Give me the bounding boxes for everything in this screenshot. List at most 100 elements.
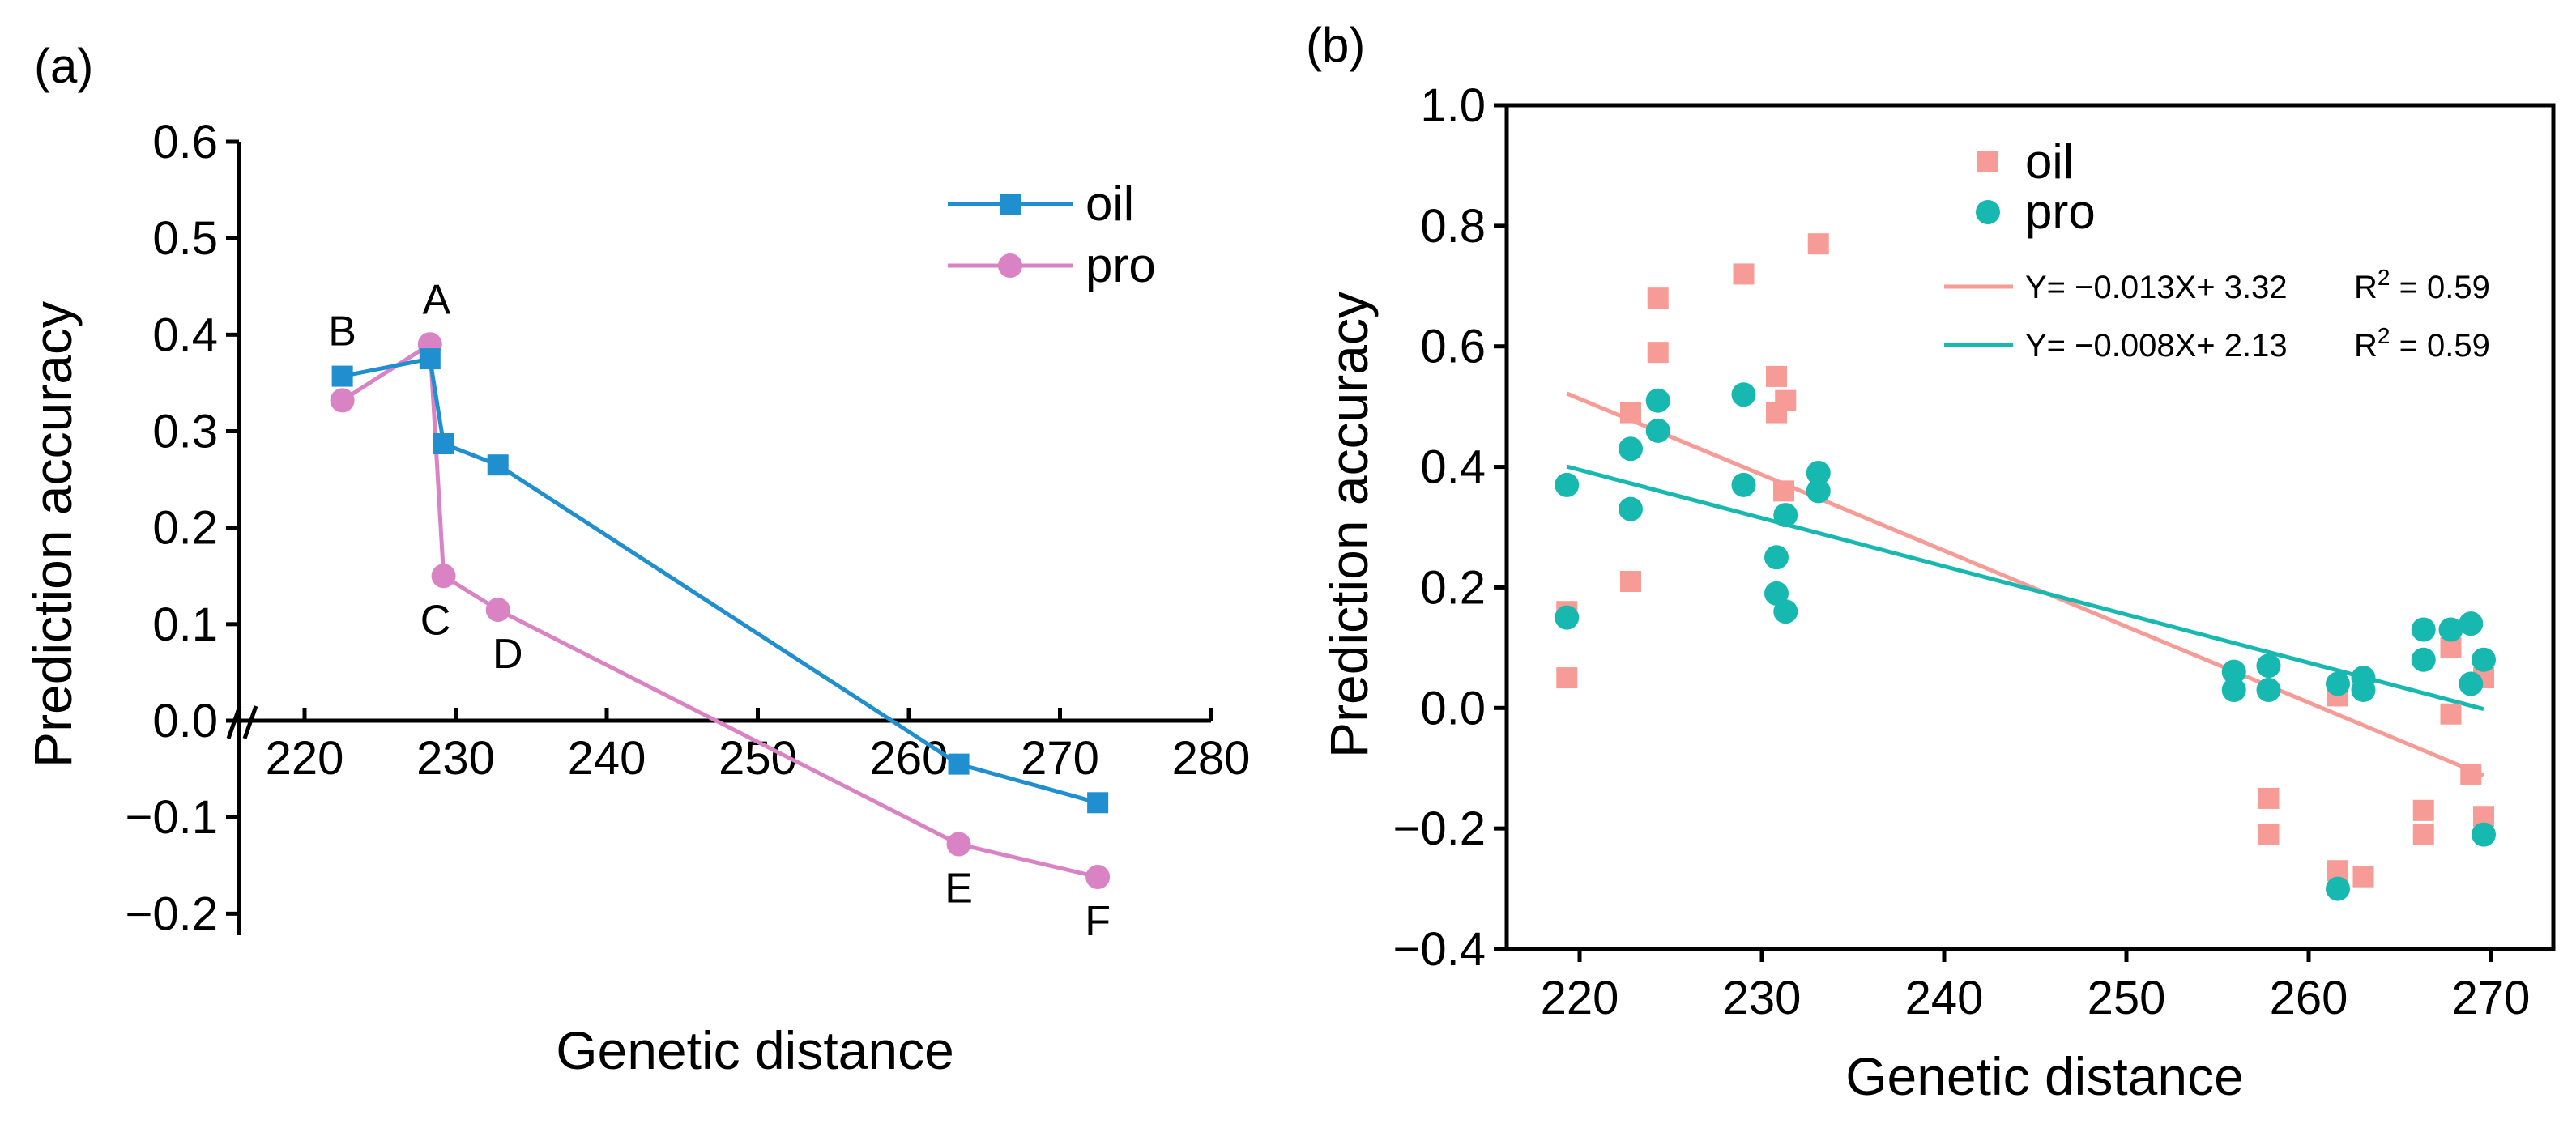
panel-b-point-oil bbox=[2352, 866, 2374, 888]
panel-a-y-tick-label: −0.2 bbox=[126, 888, 219, 940]
panel-a-x-axis-title: Genetic distance bbox=[556, 1020, 954, 1080]
panel-b-point-oil bbox=[1773, 480, 1794, 502]
panel-a-line-oil bbox=[342, 356, 1098, 805]
panel-b-y-tick-label: −0.4 bbox=[1393, 923, 1486, 976]
panel-a-x-tick-label: 280 bbox=[1172, 732, 1251, 785]
panel-a-y-tick-label: 0.1 bbox=[152, 598, 218, 651]
panel-b-fit-lines bbox=[1566, 391, 2484, 777]
panel-b-point-oil bbox=[1556, 667, 1578, 689]
panel-b-x-tick-label: 230 bbox=[1723, 972, 1802, 1024]
panel-b-markers bbox=[1555, 233, 2496, 901]
panel-b-legend-label-oil: oil bbox=[2025, 134, 2074, 189]
panel-a-point-label-D: D bbox=[493, 631, 523, 678]
panel-b-point-pro bbox=[2256, 677, 2281, 702]
panel-b-point-pro bbox=[2256, 653, 2281, 679]
panel-b-point-pro bbox=[1806, 461, 1831, 486]
panel-a-y-tick-label: 0.5 bbox=[152, 212, 218, 265]
panel-b-x-tick-label: 220 bbox=[1541, 972, 1619, 1024]
panel-a-marker-oil bbox=[948, 753, 970, 775]
panel-a-marker-pro bbox=[330, 388, 355, 413]
panel-b-point-oil bbox=[1620, 570, 1641, 592]
panel-a-x-tick-label: 270 bbox=[1021, 732, 1099, 785]
panel-a-point-label-B: B bbox=[328, 309, 356, 355]
panel-b-point-pro bbox=[2472, 647, 2496, 672]
panel-b-point-oil bbox=[1807, 233, 1829, 255]
panel-b-point-oil bbox=[2258, 787, 2280, 809]
panel-b-chart: (b) Prediction accuracy Genetic distance… bbox=[1306, 18, 2556, 1106]
panel-a-y-axis-title: Prediction accuracy bbox=[23, 301, 83, 768]
panel-b-x-axis-title: Genetic distance bbox=[1845, 1046, 2244, 1106]
panel-b-point-pro bbox=[2459, 671, 2484, 696]
panel-b-point-pro bbox=[1764, 545, 1789, 570]
panel-b-x-tick-label: 260 bbox=[2270, 972, 2348, 1024]
panel-b-point-pro bbox=[1806, 479, 1831, 504]
panel-b-y-tick-label: −0.2 bbox=[1393, 802, 1486, 855]
panel-b-point-pro bbox=[2438, 617, 2463, 642]
panel-b-legend-marker-oil bbox=[1977, 151, 1998, 172]
panel-b-legend-label-pro: pro bbox=[2025, 185, 2096, 239]
panel-b-legend-marker-pro bbox=[1976, 200, 2000, 224]
panel-b-legend-equation-pro: Y= −0.008X+ 2.13 bbox=[2025, 328, 2288, 364]
panel-b-point-pro bbox=[1645, 388, 1670, 413]
panel-a-point-label-F: F bbox=[1085, 898, 1111, 945]
panel-b-point-oil bbox=[1733, 263, 1755, 285]
panel-b-point-pro bbox=[2221, 677, 2246, 702]
panel-b-point-oil bbox=[1775, 389, 1797, 411]
panel-a-point-label-C: C bbox=[420, 597, 451, 644]
panel-b-point-pro bbox=[1555, 605, 1580, 630]
panel-b-point-oil bbox=[2412, 824, 2434, 845]
panel-a-point-label-E: E bbox=[945, 866, 973, 913]
panel-b-fit-line-pro bbox=[1566, 464, 2484, 712]
panel-a-chart: (a) Prediction accuracy Genetic distance… bbox=[23, 39, 1250, 1080]
panel-b-point-pro bbox=[1619, 496, 1643, 521]
panel-b-point-pro bbox=[2326, 876, 2350, 901]
panel-b-y-tick-label: 0.0 bbox=[1420, 682, 1486, 734]
panel-a-x-tick-label: 230 bbox=[416, 732, 495, 785]
panel-b-point-pro bbox=[2351, 677, 2376, 702]
panel-b-point-pro bbox=[1619, 436, 1643, 462]
panel-b-x-tick-label: 240 bbox=[1905, 972, 1984, 1024]
panel-a-y-tick-label: 0.3 bbox=[152, 406, 218, 458]
panel-b-point-oil bbox=[2258, 824, 2280, 845]
panel-b-legend-equation-oil: Y= −0.013X+ 3.32 bbox=[2025, 270, 2288, 305]
panel-b-x-tick-label: 270 bbox=[2452, 972, 2531, 1024]
panel-b-point-oil bbox=[1647, 342, 1669, 364]
panel-a-y-tick-label: −0.1 bbox=[126, 791, 219, 844]
panel-a-x-tick-label: 240 bbox=[568, 732, 646, 785]
panel-b-y-tick-label: 1.0 bbox=[1420, 79, 1486, 132]
panel-b-point-oil bbox=[1647, 287, 1669, 309]
panel-b-point-pro bbox=[1764, 581, 1789, 606]
panel-b-y-tick-label: 0.8 bbox=[1420, 200, 1486, 253]
panel-b-point-pro bbox=[2411, 617, 2436, 642]
panel-b-y-axis-title: Prediction accuracy bbox=[1319, 292, 1379, 758]
panel-b-frame bbox=[1504, 103, 2556, 951]
panel-a-y-tick-label: 0.6 bbox=[152, 116, 218, 168]
panel-a-point-label-A: A bbox=[422, 276, 450, 323]
panel-a-marker-oil bbox=[1087, 792, 1109, 814]
panel-b-point-oil bbox=[1766, 365, 1787, 387]
panel-b-point-pro bbox=[1731, 382, 1756, 407]
panel-b-point-pro bbox=[2472, 822, 2496, 847]
panel-a-legend-label-oil: oil bbox=[1085, 177, 1134, 231]
panel-a-x-tick-label: 220 bbox=[266, 732, 344, 785]
panel-a-marker-pro bbox=[431, 564, 456, 589]
panel-a-legend-marker-pro bbox=[998, 253, 1022, 278]
panel-a-marker-oil bbox=[331, 365, 353, 387]
panel-a-y-tick-label: 0.0 bbox=[152, 695, 218, 747]
panel-a-markers bbox=[330, 332, 1111, 890]
panel-b-point-pro bbox=[1773, 503, 1798, 528]
panel-b-point-pro bbox=[2411, 647, 2436, 672]
panel-b-point-oil bbox=[1620, 402, 1641, 424]
panel-b-point-pro bbox=[2326, 671, 2350, 696]
panel-b-y-tick-label: 0.6 bbox=[1420, 321, 1486, 373]
panel-b-y-tick-label: 0.2 bbox=[1420, 561, 1486, 614]
panel-a-marker-oil bbox=[487, 454, 509, 476]
panel-a-marker-oil bbox=[433, 432, 454, 454]
panel-b-x-tick-label: 250 bbox=[2088, 972, 2166, 1024]
panel-b-legend-r2-oil: R2 = 0.59 bbox=[2354, 265, 2490, 305]
panel-b-label: (b) bbox=[1306, 18, 1365, 72]
panel-a-marker-pro bbox=[946, 832, 971, 857]
